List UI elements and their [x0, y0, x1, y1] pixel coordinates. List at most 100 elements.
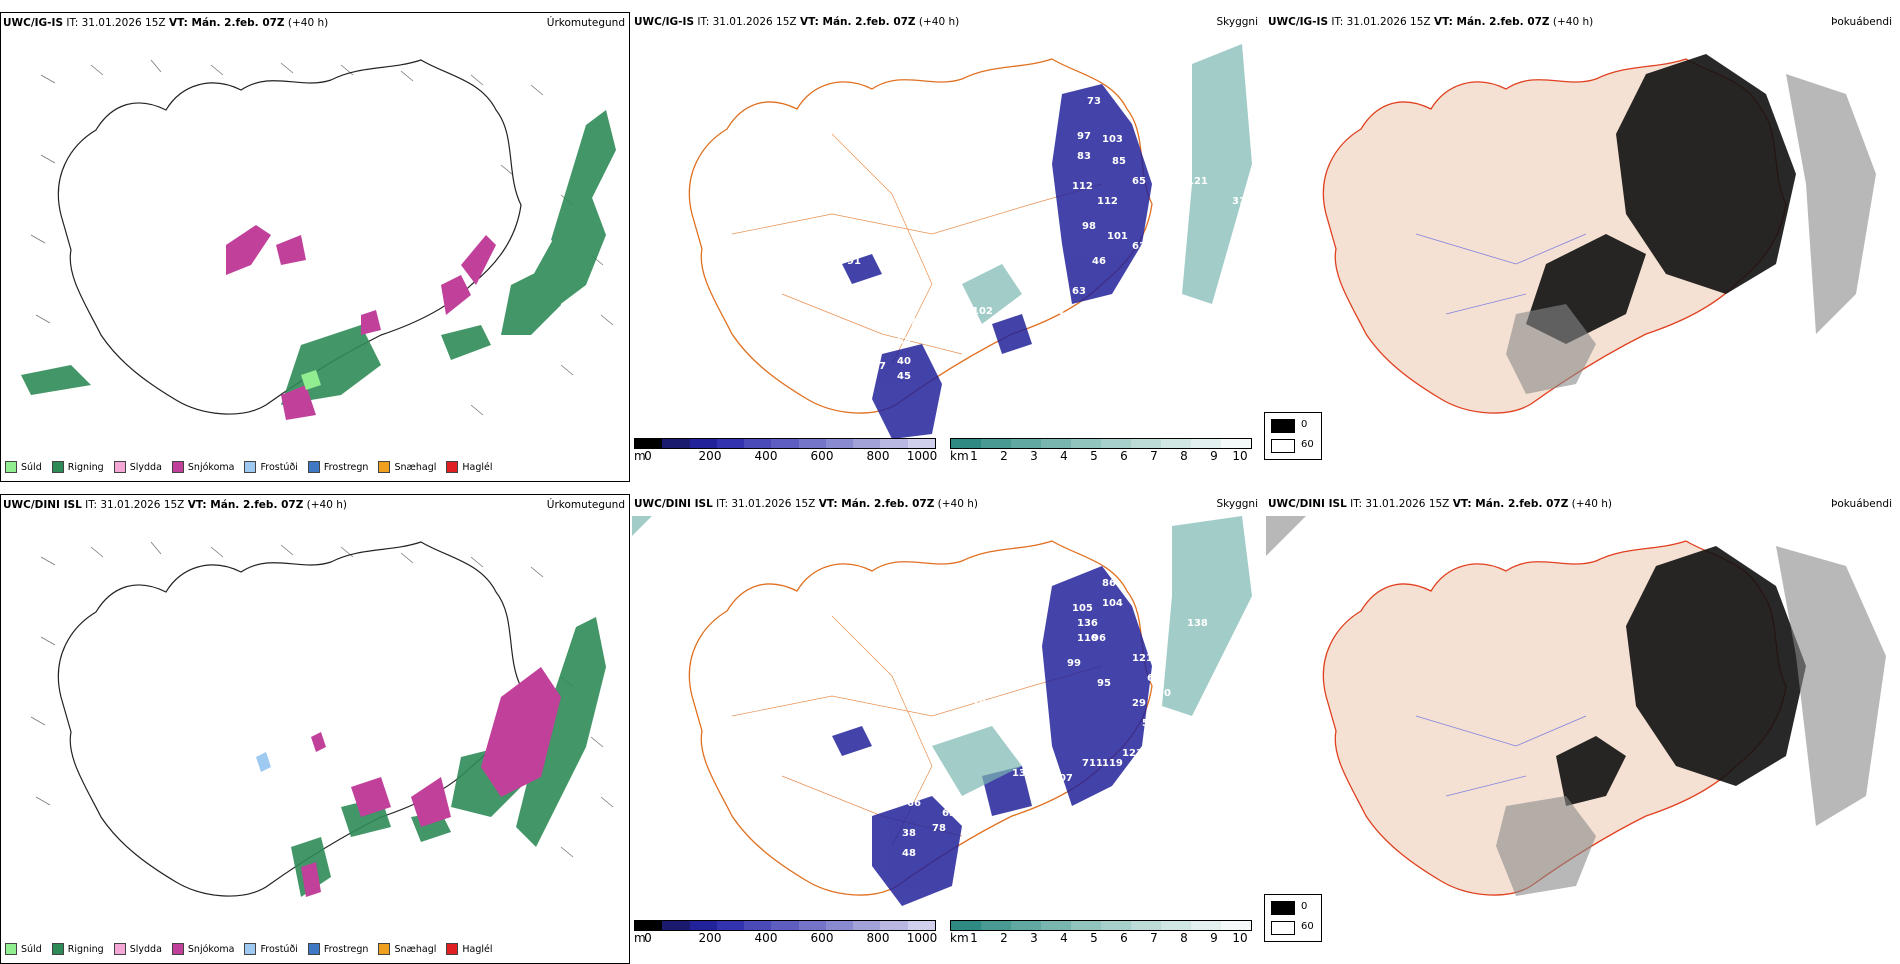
panel-label: Þokuábendi	[1831, 16, 1892, 28]
legend-item: Frostúði	[244, 459, 298, 475]
visibility-label: 101	[1107, 231, 1128, 242]
visibility-label: 301	[952, 256, 973, 267]
visibility-label: 123	[1122, 748, 1143, 759]
visibility-label: 63	[1072, 286, 1086, 297]
visibility-label: 55	[897, 336, 911, 347]
visibility-label: 124	[872, 316, 893, 327]
panel-title: UWC/IG-IS IT: 31.01.2026 15Z VT: Mán. 2.…	[634, 16, 960, 28]
visibility-label: 29	[1132, 698, 1146, 709]
visibility-label: 38	[902, 828, 916, 839]
colorbar-segment	[951, 921, 981, 930]
legend-item: Slydda	[113, 459, 162, 475]
legend-item: Slydda	[113, 941, 162, 957]
colorbar-segment	[771, 921, 799, 930]
colorbar-segment	[1221, 439, 1251, 448]
colorbar-segment	[689, 921, 717, 930]
precip-type-map	[21, 59, 616, 420]
panel-title: UWC/DINI ISL IT: 31.01.2026 15Z VT: Mán.…	[3, 499, 348, 511]
colorbar-segment	[689, 439, 717, 448]
visibility-label: 104	[1102, 598, 1123, 609]
visibility-label: 86	[1102, 578, 1116, 589]
visibility-label: 78	[932, 823, 946, 834]
colorbar-segment	[1161, 439, 1191, 448]
precip-type-panel-top: UWC/IG-IS IT: 31.01.2026 15Z VT: Mán. 2.…	[0, 12, 630, 482]
colorbar-segment	[853, 921, 881, 930]
visibility-m-colorbar: m 0 200 400 600 800 1000	[634, 438, 937, 466]
colorbar-segment	[1101, 439, 1131, 448]
visibility-label: 54	[1142, 718, 1156, 729]
colorbar-segment	[1131, 921, 1161, 930]
visibility-label: 85	[1142, 763, 1156, 774]
visibility-label: 105	[1072, 603, 1093, 614]
legend-item: Frostregn	[307, 459, 368, 475]
colorbar-segment	[1011, 439, 1041, 448]
visibility-label: 42	[1052, 306, 1066, 317]
colorbar-segment	[880, 439, 908, 448]
panel-label: Þokuábendi	[1831, 498, 1892, 510]
colorbar-segment	[880, 921, 908, 930]
legend-item: Haglél	[446, 941, 493, 957]
colorbar-segment	[771, 439, 799, 448]
legend-item: Súld	[5, 459, 42, 475]
colorbar-segment	[981, 921, 1011, 930]
colorbar-segment	[907, 921, 935, 930]
legend-item: Haglél	[446, 459, 493, 475]
visibility-km-colorbar: km 1 2 3 4 5 6 7 8 9 10	[950, 920, 1252, 948]
legend-item: Súld	[5, 941, 42, 957]
visibility-label: 138	[1187, 618, 1208, 629]
visibility-m-colorbar: m 0 200 400 600 800 1000	[634, 920, 937, 948]
visibility-label: 136	[1077, 618, 1098, 629]
colorbar-segment	[716, 439, 745, 448]
colorbar-segment	[825, 921, 854, 930]
colorbar-segment	[1071, 921, 1101, 930]
visibility-panel-bottom: UWC/DINI ISL IT: 31.01.2026 15Z VT: Mán.…	[632, 494, 1262, 964]
visibility-label: 85	[1112, 156, 1126, 167]
colorbar-segment	[1161, 921, 1191, 930]
precip-legend: Súld Rigning Slydda Snjókoma Frostúði Fr…	[5, 941, 503, 957]
visibility-label: 119	[1102, 758, 1123, 769]
colorbar-segment	[716, 921, 745, 930]
visibility-label: 139	[1012, 768, 1033, 779]
visibility-label: 103	[1102, 134, 1123, 145]
visibility-label: 314	[1232, 196, 1253, 207]
visibility-label: 99	[1067, 658, 1081, 669]
visibility-label: 48	[902, 848, 916, 859]
visibility-label: 42	[897, 241, 911, 252]
fog-panel-top: UWC/IG-IS IT: 31.01.2026 15Z VT: Mán. 2.…	[1264, 12, 1896, 482]
colorbar-segment	[1011, 921, 1041, 930]
visibility-label: 112	[1072, 181, 1093, 192]
legend-item: Snjókoma	[171, 459, 234, 475]
visibility-label: 96	[1092, 633, 1106, 644]
visibility-label: 112	[1097, 196, 1118, 207]
precip-legend: Súld Rigning Slydda Snjókoma Frostúði Fr…	[5, 459, 503, 475]
visibility-label: 95	[1097, 678, 1111, 689]
visibility-km-colorbar: km 1 2 3 4 5 6 7 8 9 10	[950, 438, 1252, 466]
colorbar-segment	[662, 921, 690, 930]
panel-title: UWC/IG-IS IT: 31.01.2026 15Z VT: Mán. 2.…	[1268, 16, 1594, 28]
visibility-label: 70	[1157, 688, 1171, 699]
colorbar-segment	[798, 439, 826, 448]
visibility-label: 91	[847, 256, 861, 267]
visibility-label: 73	[1087, 96, 1101, 107]
panel-label: Úrkomutegund	[546, 17, 625, 29]
colorbar-segment	[825, 439, 854, 448]
legend-item: Snjókoma	[171, 941, 234, 957]
colorbar-segment	[1131, 439, 1161, 448]
panel-label: Skyggni	[1216, 498, 1259, 510]
fog-panel-bottom: UWC/DINI ISL IT: 31.01.2026 15Z VT: Mán.…	[1264, 494, 1896, 964]
visibility-label: 46	[1092, 256, 1106, 267]
legend-item: Rigning	[51, 941, 104, 957]
legend-item: Frostregn	[307, 941, 368, 957]
colorbar-segment	[1041, 439, 1071, 448]
colorbar-segment	[1221, 921, 1251, 930]
visibility-label: 65	[942, 808, 956, 819]
colorbar-segment	[1041, 921, 1071, 930]
visibility-label: 83	[1077, 151, 1091, 162]
fog-map	[1322, 54, 1876, 414]
visibility-label: 63	[1132, 241, 1146, 252]
panel-title: UWC/DINI ISL IT: 31.01.2026 15Z VT: Mán.…	[1268, 498, 1613, 510]
colorbar-segment	[744, 439, 772, 448]
visibility-label: 711	[1082, 758, 1103, 769]
visibility-label: 102	[972, 306, 993, 317]
